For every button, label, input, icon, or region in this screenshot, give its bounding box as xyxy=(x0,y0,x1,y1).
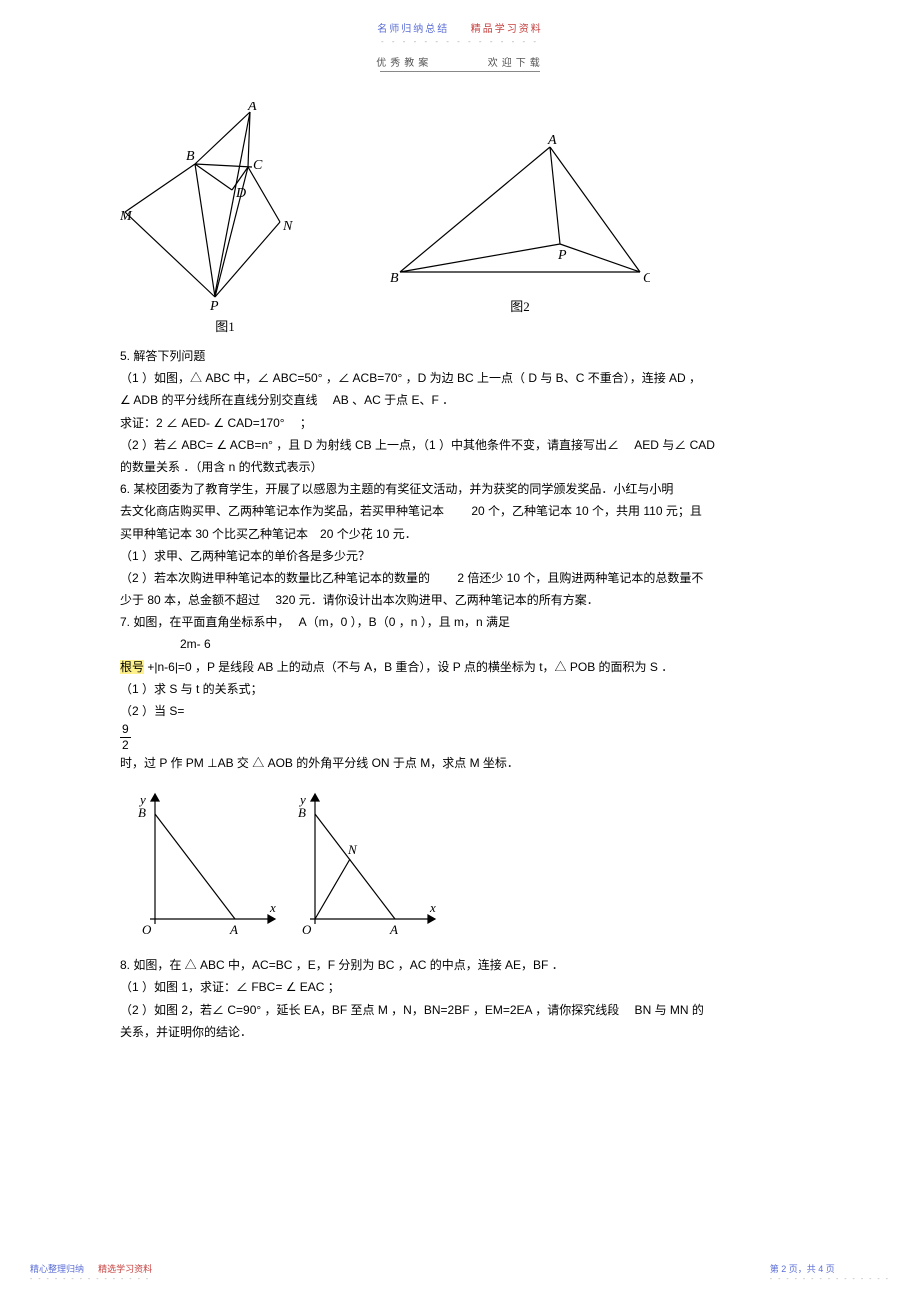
fraction-9-2: 9 2 xyxy=(120,722,131,752)
footer-left-block: 精心整理归纳 精选学习资料 - - - - - - - - - - - - - … xyxy=(30,1262,152,1283)
p5-2b: 的数量关系 ．（用含 n 的代数式表示） xyxy=(120,456,800,478)
page-footer: 精心整理归纳 精选学习资料 - - - - - - - - - - - - - … xyxy=(0,1262,920,1283)
svg-text:B: B xyxy=(186,149,195,164)
svg-text:N: N xyxy=(282,219,293,234)
svg-text:B: B xyxy=(298,805,306,820)
p5-title: 5. 解答下列问题 xyxy=(120,345,800,367)
footer-left-dots: - - - - - - - - - - - - - - - xyxy=(30,1276,152,1283)
p6-b: 买甲种笔记本 30 个比买乙种笔记本 20 个少花 10 元． xyxy=(120,523,800,545)
p7-3: 时，过 P 作 PM ⊥AB 交 △ AOB 的外角平分线 ON 于点 M，求点… xyxy=(120,752,800,774)
figures-row: A B C D M N P 图1 A B C xyxy=(0,72,920,345)
p7-2: （2 ）当 S= xyxy=(120,700,800,722)
footer-left-text: 精心整理归纳 精选学习资料 xyxy=(30,1262,152,1275)
content-body: 5. 解答下列问题 （1 ）如图，△ ABC 中，∠ ABC=50° ，∠ AC… xyxy=(0,345,920,774)
footer-right-block: 第 2 页，共 4 页 - - - - - - - - - - - - - - … xyxy=(770,1262,890,1283)
p5-1c: 求证：2 ∠ AED- ∠ CAD=170° ； xyxy=(120,412,800,434)
content-body-2: 8. 如图，在 △ ABC 中，AC=BC ，E，F 分别为 BC ，AC 的中… xyxy=(0,954,920,1043)
header-title-red: 精品学习资料 xyxy=(471,24,543,35)
p8-2: （2 ）如图 2，若∠ C=90° ，延长 EA，BF 至点 M ，N，BN=2… xyxy=(120,999,800,1021)
p6-2: （2 ）若本次购进甲种笔记本的数量比乙种笔记本的数量的 2 倍还少 10 个，且… xyxy=(120,567,800,589)
frac-den: 2 xyxy=(120,738,131,752)
svg-text:N: N xyxy=(347,842,358,857)
svg-text:O: O xyxy=(302,922,312,937)
figure-1-svg: A B C D M N P xyxy=(120,102,330,312)
p5-1: （1 ）如图，△ ABC 中，∠ ABC=50° ，∠ ACB=70° ，D 为… xyxy=(120,367,800,389)
coordinate-figures: y B O A x y B O A x N xyxy=(0,774,920,954)
coord-svg: y B O A x y B O A x N xyxy=(120,784,440,939)
frac-num: 9 xyxy=(120,722,131,737)
figure-2-block: A B C P 图2 xyxy=(390,132,650,335)
footer-left-blue: 精心整理归纳 xyxy=(30,1264,84,1274)
svg-text:B: B xyxy=(390,271,399,286)
p8-1: （1 ）如图 1，求证：∠ FBC= ∠ EAC ； xyxy=(120,976,800,998)
footer-left-red: 精选学习资料 xyxy=(98,1264,152,1274)
svg-text:A: A xyxy=(247,102,257,114)
sub-header-left: 优秀教案 xyxy=(376,58,432,69)
svg-text:x: x xyxy=(269,900,276,915)
sub-header-right: 欢迎下载 xyxy=(488,58,544,69)
figure-2-svg: A B C P xyxy=(390,132,650,292)
p6-1: （1 ）求甲、乙两种笔记本的单价各是多少元？ xyxy=(120,545,800,567)
svg-text:A: A xyxy=(547,133,557,148)
p8-title: 8. 如图，在 △ ABC 中，AC=BC ，E，F 分别为 BC ，AC 的中… xyxy=(120,954,800,976)
svg-text:P: P xyxy=(209,299,219,312)
p6-title: 6. 某校团委为了教育学生，开展了以感恩为主题的有奖征文活动，并为获奖的同学颁发… xyxy=(120,478,800,500)
p7-1: （1 ）求 S 与 t 的关系式； xyxy=(120,678,800,700)
figure-1-label: 图1 xyxy=(120,316,330,335)
figure-1-block: A B C D M N P 图1 xyxy=(120,102,330,335)
p8-2b: 关系，并证明你的结论． xyxy=(120,1021,800,1043)
header-dots: - - - - - - - - - - - - - - - xyxy=(0,37,920,46)
p7-frac: 9 2 xyxy=(120,722,800,752)
header-title: 名师归纳总结 精品学习资料 xyxy=(0,20,920,35)
p6-2b: 少于 80 本，总金额不超过 320 元．请你设计出本次购进甲、乙两种笔记本的所… xyxy=(120,589,800,611)
p7-title: 7. 如图，在平面直角坐标系中， A（m，0 ），B（0 ，n ），且 m，n … xyxy=(120,611,800,633)
p5-2: （2 ）若∠ ABC= ∠ ACB=n° ，且 D 为射线 CB 上一点，（1 … xyxy=(120,434,800,456)
svg-text:O: O xyxy=(142,922,152,937)
figure-2-label: 图2 xyxy=(390,296,650,315)
p7-expr: 2m- 6 xyxy=(120,633,800,655)
svg-text:C: C xyxy=(643,271,650,286)
svg-text:M: M xyxy=(120,209,133,224)
p5-1b: ∠ ADB 的平分线所在直线分别交直线 AB 、AC 于点 E、F ． xyxy=(120,389,800,411)
svg-text:B: B xyxy=(138,805,146,820)
svg-text:D: D xyxy=(235,186,246,201)
header-title-blue: 名师归纳总结 xyxy=(377,24,449,35)
footer-right-dots: - - - - - - - - - - - - - - - xyxy=(770,1276,890,1283)
p7-root-highlight: 根号 xyxy=(120,660,144,674)
svg-text:A: A xyxy=(389,922,398,937)
page-header: 名师归纳总结 精品学习资料 - - - - - - - - - - - - - … xyxy=(0,0,920,72)
svg-text:x: x xyxy=(429,900,436,915)
sub-header: 优秀教案 欢迎下载 xyxy=(0,54,920,69)
svg-text:A: A xyxy=(229,922,238,937)
svg-text:P: P xyxy=(557,248,567,263)
footer-right-text: 第 2 页，共 4 页 xyxy=(770,1262,890,1275)
svg-text:C: C xyxy=(253,158,263,173)
p6-a: 去文化商店购买甲、乙两种笔记本作为奖品，若买甲种笔记本 20 个，乙种笔记本 1… xyxy=(120,500,800,522)
p7-body: 根号 +|n-6|=0 ，P 是线段 AB 上的动点（不与 A，B 重合），设 … xyxy=(120,656,800,678)
p7-body2: +|n-6|=0 ，P 是线段 AB 上的动点（不与 A，B 重合），设 P 点… xyxy=(144,660,673,674)
